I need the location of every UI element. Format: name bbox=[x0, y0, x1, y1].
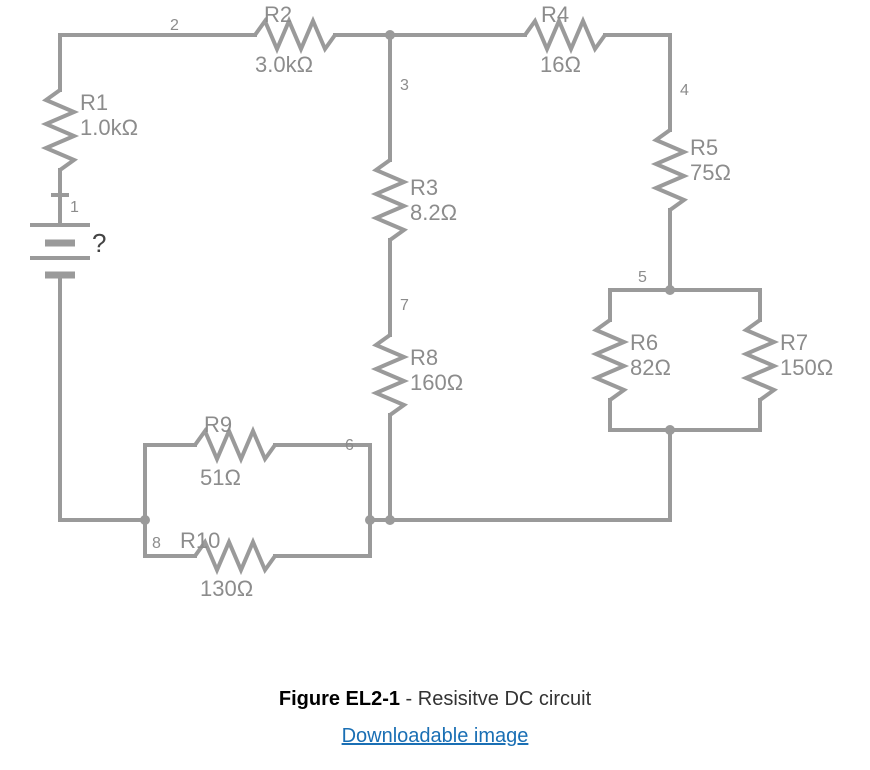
node-4: 4 bbox=[680, 82, 689, 99]
caption-rest: - Resisitve DC circuit bbox=[400, 688, 591, 710]
value-r5: 75Ω bbox=[690, 160, 731, 185]
node-8: 8 bbox=[152, 535, 161, 552]
node-6: 6 bbox=[345, 437, 354, 454]
download-link[interactable]: Downloadable image bbox=[0, 725, 870, 748]
node-3: 3 bbox=[400, 77, 409, 94]
label-r9: R9 bbox=[204, 412, 232, 437]
value-r9: 51Ω bbox=[200, 465, 241, 490]
label-r7: R7 bbox=[780, 330, 808, 355]
node-numbers: 1 2 3 4 5 6 7 8 bbox=[70, 17, 689, 552]
label-r5: R5 bbox=[690, 135, 718, 160]
label-r3: R3 bbox=[410, 175, 438, 200]
label-r10: R10 bbox=[180, 528, 220, 553]
value-r6: 82Ω bbox=[630, 355, 671, 380]
caption-bold: Figure EL2-1 bbox=[279, 688, 400, 710]
node-2: 2 bbox=[170, 17, 179, 34]
dc-source-icon bbox=[30, 195, 90, 275]
wires bbox=[53, 35, 760, 556]
resistor-r8 bbox=[376, 335, 404, 415]
value-r2: 3.0kΩ bbox=[255, 52, 313, 77]
value-r8: 160Ω bbox=[410, 370, 463, 395]
label-r1: R1 bbox=[80, 90, 108, 115]
resistor-r5 bbox=[656, 130, 684, 210]
label-r6: R6 bbox=[630, 330, 658, 355]
figure-caption: Figure EL2-1 - Resisitve DC circuit bbox=[0, 688, 870, 711]
value-r7: 150Ω bbox=[780, 355, 833, 380]
labels: R1 1.0kΩ R2 3.0kΩ R3 8.2Ω R4 16Ω R5 75Ω … bbox=[80, 2, 833, 601]
node-5: 5 bbox=[638, 269, 647, 286]
resistor-r7 bbox=[746, 320, 774, 400]
resistor-r3 bbox=[376, 160, 404, 240]
source-value-unknown: ? bbox=[92, 228, 106, 258]
label-r8: R8 bbox=[410, 345, 438, 370]
node-7: 7 bbox=[400, 297, 409, 314]
node-1: 1 bbox=[70, 199, 79, 216]
resistor-r1 bbox=[46, 90, 74, 170]
label-r4: R4 bbox=[541, 2, 569, 27]
circuit-diagram: ? R1 1.0kΩ R2 3.0kΩ R3 8.2Ω R4 16Ω R5 75… bbox=[0, 0, 870, 680]
value-r1: 1.0kΩ bbox=[80, 115, 138, 140]
value-r4: 16Ω bbox=[540, 52, 581, 77]
label-r2: R2 bbox=[264, 2, 292, 27]
value-r10: 130Ω bbox=[200, 576, 253, 601]
resistor-r6 bbox=[596, 320, 624, 400]
value-r3: 8.2Ω bbox=[410, 200, 457, 225]
